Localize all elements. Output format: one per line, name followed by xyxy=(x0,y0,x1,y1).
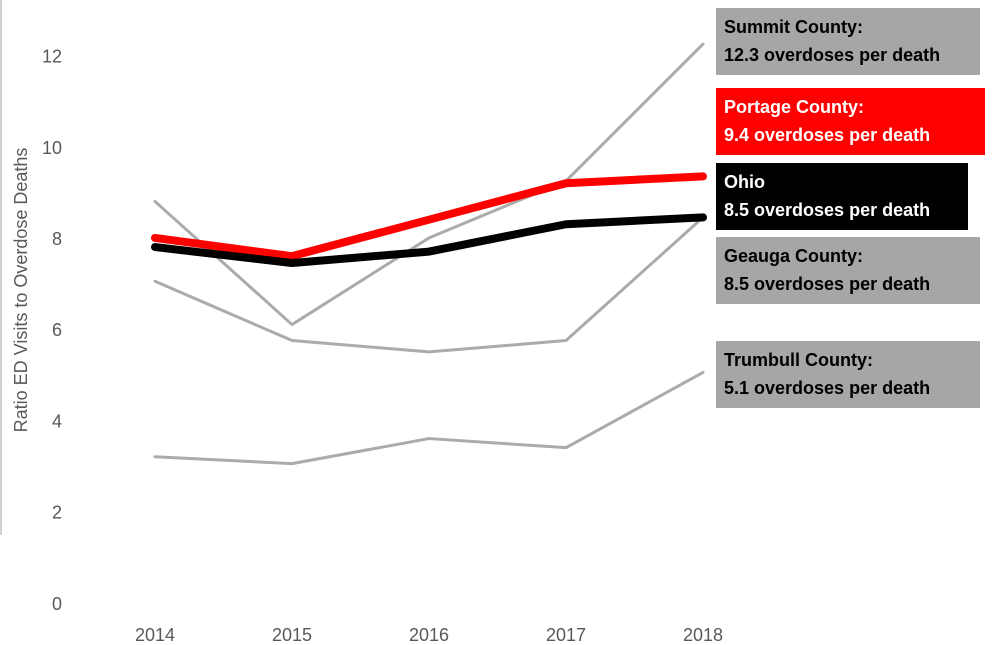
value-label: 12.3 overdoses per death xyxy=(724,45,940,65)
y-tick-label: 4 xyxy=(52,411,62,431)
series-name: Summit County: xyxy=(724,17,863,37)
label-box xyxy=(716,341,980,408)
label-box xyxy=(716,8,980,75)
series-line xyxy=(151,172,707,261)
series-line xyxy=(153,370,705,466)
series-name: Trumbull County: xyxy=(724,350,873,370)
y-tick-label: 2 xyxy=(52,503,62,523)
y-tick-label: 6 xyxy=(52,320,62,340)
y-tick-label: 12 xyxy=(42,47,62,67)
x-tick-label: 2014 xyxy=(135,625,175,645)
series-line xyxy=(153,215,705,354)
series-label: Ohio 8.5 overdoses per death xyxy=(716,163,968,230)
value-label: 9.4 overdoses per death xyxy=(724,125,930,145)
value-label: 8.5 overdoses per death xyxy=(724,200,930,220)
series-label: Geauga County: 8.5 overdoses per death xyxy=(716,237,980,304)
x-tick-label: 2016 xyxy=(409,625,449,645)
x-tick-label: 2018 xyxy=(683,625,723,645)
y-tick-label: 8 xyxy=(52,229,62,249)
y-tick-label: 0 xyxy=(52,594,62,614)
series-label: Trumbull County: 5.1 overdoses per death xyxy=(716,341,980,408)
value-label: 5.1 overdoses per death xyxy=(724,378,930,398)
label-box xyxy=(716,163,968,230)
series-line xyxy=(153,42,705,327)
x-tick-label: 2015 xyxy=(272,625,312,645)
value-label: 8.5 overdoses per death xyxy=(724,274,930,294)
y-axis-label: Ratio ED Visits to Overdose Deaths xyxy=(11,148,31,433)
series-label: Summit County: 12.3 overdoses per death xyxy=(716,8,980,75)
x-tick-label: 2017 xyxy=(546,625,586,645)
series-name: Geauga County: xyxy=(724,246,863,266)
label-box xyxy=(716,237,980,304)
series-name: Portage County: xyxy=(724,97,864,117)
series-label: Portage County: 9.4 overdoses per death xyxy=(716,88,985,155)
series-line xyxy=(151,213,707,267)
y-tick-label: 10 xyxy=(42,138,62,158)
series-name: Ohio xyxy=(724,172,765,192)
label-box xyxy=(716,88,985,155)
